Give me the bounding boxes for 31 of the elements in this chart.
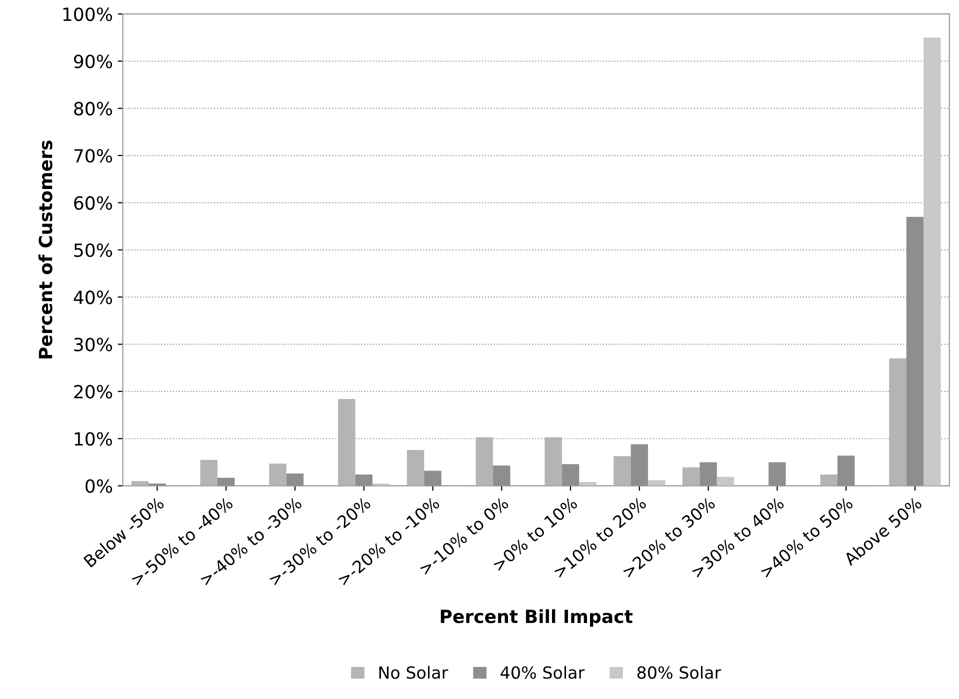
bar (338, 398, 356, 486)
y-tick-label: 100% (63, 7, 112, 22)
y-tick-label: 90% (74, 54, 112, 68)
bar (544, 437, 562, 486)
y-tick-label: 20% (74, 384, 112, 399)
bar (131, 481, 149, 486)
y-tick-label: 60% (74, 196, 112, 210)
bar (579, 482, 596, 486)
legend-label: 40% Solar (500, 666, 585, 679)
y-tick-label: 0% (86, 479, 112, 493)
y-tick-label: 40% (74, 290, 112, 304)
bar (682, 467, 700, 486)
bar (924, 38, 941, 486)
y-axis-title: Percent of Customers (38, 140, 52, 358)
legend-label: No Solar (379, 666, 448, 679)
bar (648, 480, 666, 486)
bar (716, 476, 734, 486)
bar (269, 464, 286, 486)
bar (406, 450, 424, 486)
bar (820, 474, 838, 486)
y-tick-label: 10% (74, 432, 112, 446)
y-tick-label: 70% (74, 148, 112, 163)
y-tick-label: 30% (74, 338, 112, 352)
bar (200, 460, 218, 486)
legend-label: 80% Solar (637, 666, 722, 679)
y-tick-label: 80% (74, 102, 112, 116)
y-tick-label: 50% (74, 243, 112, 258)
bar (476, 437, 494, 486)
bar (889, 358, 906, 486)
bar (614, 456, 631, 486)
x-axis-title: Percent Bill Impact (440, 609, 633, 627)
